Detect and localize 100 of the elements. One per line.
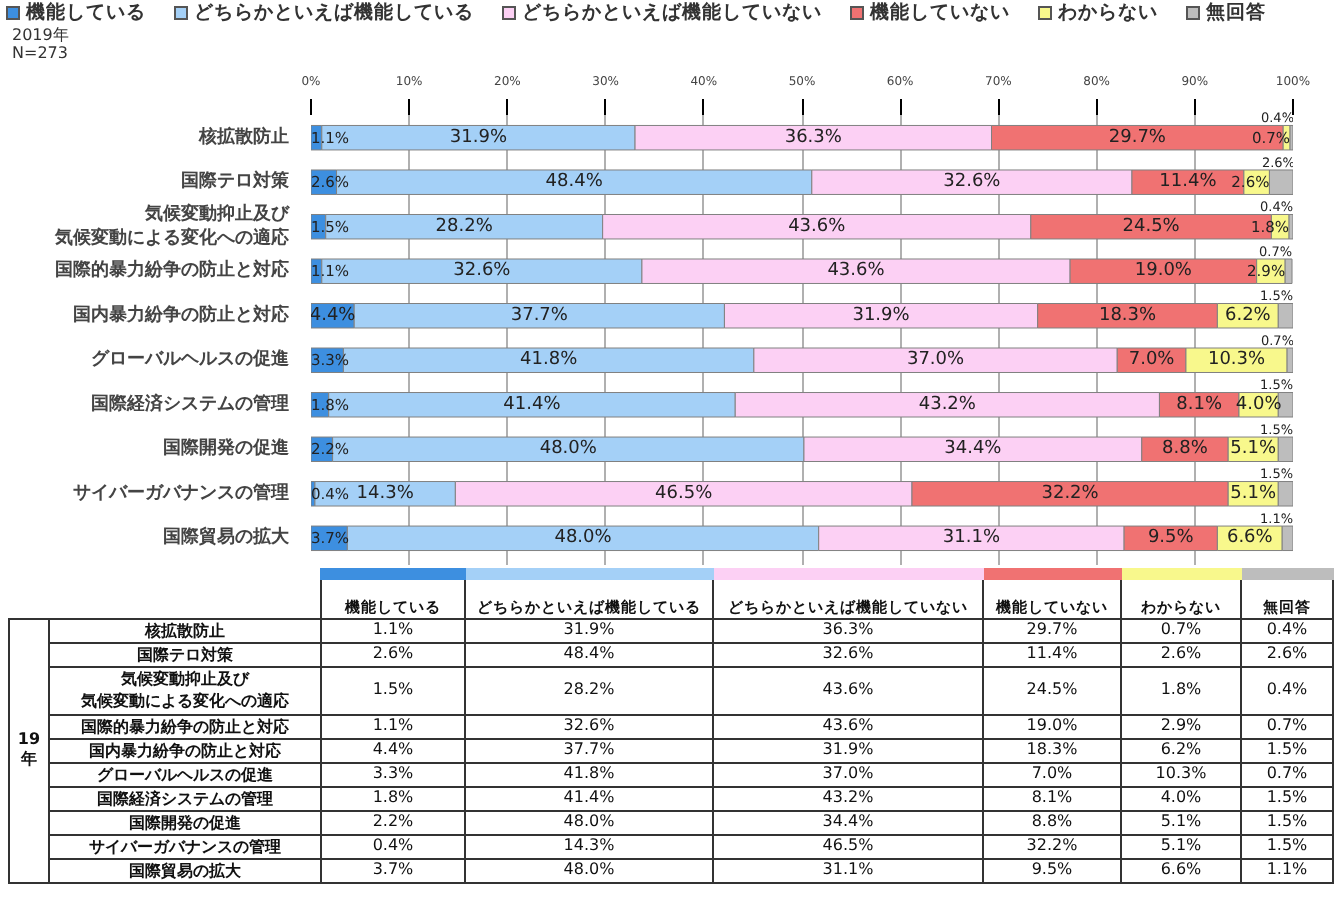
text: 1.5% (1266, 812, 1308, 830)
text: 0.7% (1266, 764, 1308, 782)
text: 3.3% (372, 764, 414, 782)
data-label: 41.4% (503, 394, 562, 415)
text: 1.5% (1266, 740, 1308, 758)
text: 1.5% (1266, 836, 1308, 854)
legend-label: 機能している (23, 0, 146, 26)
text: 32.6% (822, 644, 874, 662)
y-tick-label: 気候変動抑止及び気候変動による変化への適応 (53, 202, 291, 249)
data-label: 31.9% (449, 127, 508, 148)
y-tick-label: 国際貿易の拡大 (163, 526, 291, 549)
data-label: 31.1% (942, 528, 1001, 549)
text: 4.0% (1160, 788, 1202, 806)
data-label: 9.5% (1147, 528, 1195, 549)
data-label: 43.2% (918, 394, 977, 415)
text: 29.7% (1026, 620, 1078, 638)
text: 37.7% (563, 740, 615, 758)
text: 19.0% (1026, 716, 1078, 734)
data-label: 29.7% (1108, 127, 1167, 148)
text: 1.8% (1160, 680, 1202, 698)
text: 1.5% (1266, 788, 1308, 806)
data-label: 11.4% (1159, 172, 1218, 193)
text: 1.1% (1266, 860, 1308, 878)
data-label: 48.0% (554, 528, 613, 549)
text: 9.5% (1031, 860, 1073, 878)
text: 2.6% (1160, 644, 1202, 662)
text: 32.2% (1026, 836, 1078, 854)
text: 18.3% (1026, 740, 1078, 758)
data-label: 7.0% (1128, 350, 1176, 371)
text: 34.4% (822, 812, 874, 830)
data-label: 41.8% (520, 350, 579, 371)
text: 4.4% (372, 740, 414, 758)
data-label: 28.2% (435, 216, 494, 237)
data-label: 34.4% (944, 439, 1003, 460)
text: 1.1% (372, 620, 414, 638)
data-label: 10.3% (1207, 350, 1267, 371)
text: 32.6% (563, 716, 615, 734)
text: 41.4% (563, 788, 615, 806)
text: 6.6% (1160, 860, 1202, 878)
text: 1.8% (372, 788, 414, 806)
text: 43.6% (822, 716, 874, 734)
y-tick-label: サイバーガバナンスの管理 (73, 481, 289, 504)
data-label: 5.1% (1230, 483, 1277, 504)
text: 43.2% (822, 788, 874, 806)
text: 7.0% (1031, 764, 1073, 782)
text: 19年 (9, 618, 49, 882)
text: 8.8% (1031, 812, 1073, 830)
text: 5.1% (1160, 812, 1202, 830)
text: 2019年 N=273 (12, 26, 71, 62)
y-tick-label: 国内暴力紛争の防止と対応 (73, 303, 291, 326)
text: 48.0% (563, 860, 615, 878)
text: 0.7% (1160, 620, 1202, 638)
legend-label: どちらかといえば機能していない (520, 0, 822, 26)
text: 31.9% (822, 740, 874, 758)
text: 37.0% (822, 764, 874, 782)
data-label: 43.6% (788, 216, 847, 237)
text: 6.2% (1160, 740, 1202, 758)
data-label: 37.0% (906, 350, 966, 371)
data-label: 43.6% (827, 261, 886, 282)
data-label: 31.9% (852, 305, 911, 326)
y-tick-label: グローバルヘルスの促進 (91, 348, 291, 371)
data-label: 32.6% (943, 172, 1002, 193)
text: 46.5% (822, 836, 874, 854)
text: 5.1% (1160, 836, 1202, 854)
data-label: 8.8% (1162, 439, 1209, 460)
legend-label: 無回答 (1204, 0, 1266, 26)
text: 28.2% (563, 680, 615, 698)
text: 43.6% (822, 680, 874, 698)
y-tick-label: 国際的暴力紛争の防止と対応 (55, 259, 291, 282)
text: 0.4% (372, 836, 414, 854)
text: 2.9% (1160, 716, 1202, 734)
text: 1.5% (372, 680, 414, 698)
text: 11.4% (1026, 644, 1078, 662)
text: 36.3% (822, 620, 874, 638)
data-label: 14.3% (356, 483, 415, 504)
data-label: 32.2% (1041, 483, 1100, 504)
text: 24.5% (1026, 680, 1078, 698)
data-label: 37.7% (510, 305, 569, 326)
y-tick-label: 国際経済システムの管理 (91, 392, 289, 415)
data-label: 24.5% (1122, 216, 1181, 237)
data-label: 46.5% (655, 483, 714, 504)
data-label: 32.6% (453, 261, 512, 282)
y-tick-label: 核拡散防止 (197, 125, 289, 148)
y-tick-label: 国際テロ対策 (181, 170, 291, 193)
text: 48.0% (563, 812, 615, 830)
text: 31.1% (822, 860, 874, 878)
data-label: 5.1% (1230, 439, 1277, 460)
text: 2.6% (372, 644, 414, 662)
data-label: 48.4% (545, 172, 604, 193)
text: 41.8% (563, 764, 615, 782)
text: 10.3% (1155, 764, 1207, 782)
legend-label: 機能していない (867, 0, 1010, 26)
data-label: 36.3% (784, 127, 843, 148)
text: 0.4% (1266, 620, 1308, 638)
data-label: 48.0% (539, 439, 598, 460)
text: 3.7% (372, 860, 414, 878)
y-tick-label: 国際開発の促進 (163, 437, 291, 460)
data-label: 19.0% (1134, 261, 1193, 282)
text: 14.3% (563, 836, 615, 854)
text: 2.2% (372, 812, 414, 830)
